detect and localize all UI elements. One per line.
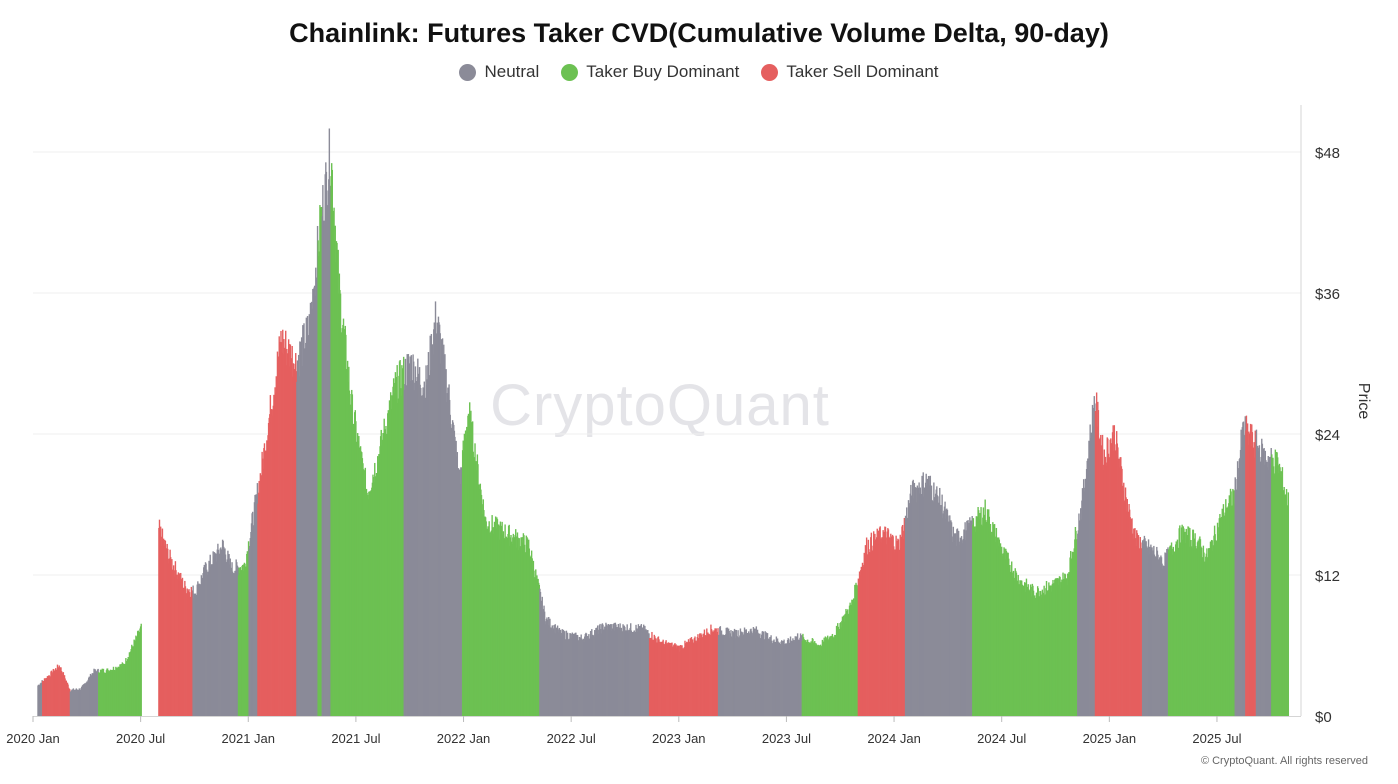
x-tick-label: 2022 Jan	[437, 731, 491, 746]
y-tick-label: $36	[1315, 286, 1340, 303]
bar-buy	[1287, 492, 1290, 716]
legend-dot-neutral	[459, 63, 477, 81]
legend-label-neutral: Neutral	[484, 62, 540, 81]
legend: Neutral Taker Buy Dominant Taker Sell Do…	[0, 62, 1398, 82]
y-tick-label: $48	[1315, 145, 1340, 162]
y-axis-label: Price	[1355, 382, 1372, 420]
x-tick-label: 2025 Jul	[1192, 731, 1241, 746]
legend-item-taker-buy[interactable]: Taker Buy Dominant	[561, 62, 739, 82]
x-tick-label: 2021 Jul	[331, 731, 380, 746]
x-tick-label: 2020 Jul	[116, 731, 165, 746]
x-tick-label: 2022 Jul	[547, 731, 596, 746]
bar-buy	[140, 623, 142, 716]
chart-title: Chainlink: Futures Taker CVD(Cumulative …	[289, 18, 1109, 48]
watermark: CryptoQuant	[490, 373, 830, 438]
x-tick-label: 2023 Jul	[762, 731, 811, 746]
x-tick-label: 2023 Jan	[652, 731, 706, 746]
x-tick-label: 2024 Jan	[867, 731, 921, 746]
legend-item-taker-sell[interactable]: Taker Sell Dominant	[761, 62, 939, 82]
x-tick-label: 2021 Jan	[222, 731, 276, 746]
legend-dot-taker-sell	[761, 63, 779, 81]
x-tick-label: 2024 Jul	[977, 731, 1026, 746]
x-tick-label: 2020 Jan	[6, 731, 60, 746]
y-tick-label: $0	[1315, 709, 1332, 726]
x-tick-label: 2025 Jan	[1083, 731, 1137, 746]
y-tick-label: $24	[1315, 427, 1340, 444]
legend-item-neutral[interactable]: Neutral	[459, 62, 539, 82]
legend-label-taker-buy: Taker Buy Dominant	[586, 62, 740, 81]
copyright: © CryptoQuant. All rights reserved	[1200, 755, 1368, 767]
legend-label-taker-sell: Taker Sell Dominant	[786, 62, 939, 81]
y-tick-label: $12	[1315, 568, 1340, 585]
legend-dot-taker-buy	[561, 63, 579, 81]
